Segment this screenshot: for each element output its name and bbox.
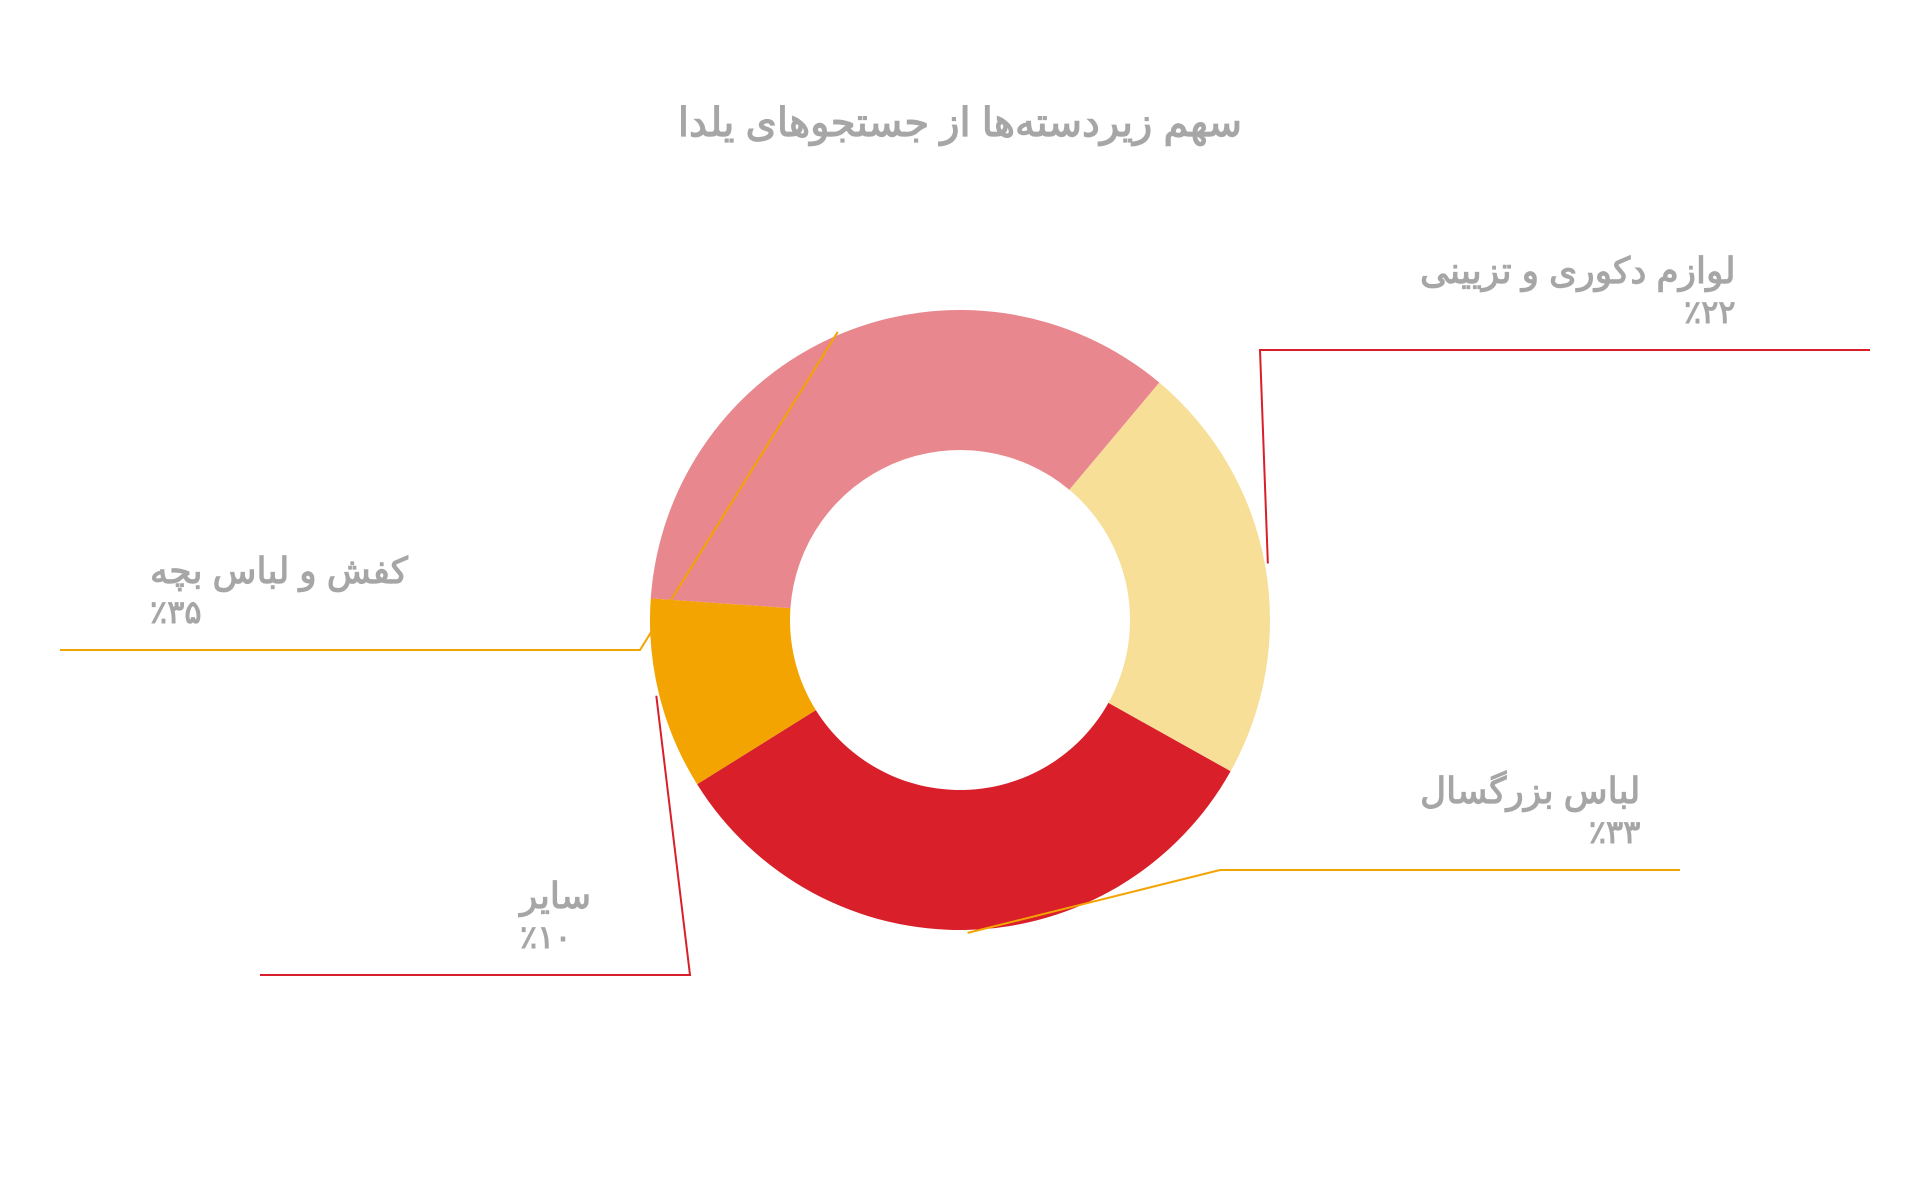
donut-slice-kids (651, 310, 1160, 608)
callout-value-decor: ٪۲۲ (1420, 293, 1736, 331)
callout-value-adult: ٪۳۳ (1420, 813, 1640, 851)
leader-line-decor (1260, 350, 1870, 563)
callout-decor: لوازم دکوری و تزیینی٪۲۲ (1420, 248, 1736, 331)
leader-line-other (260, 696, 690, 975)
donut-slice-adult (697, 703, 1231, 930)
callout-kids: کفش و لباس بچه٪۳۵ (150, 548, 408, 631)
callout-label-decor: لوازم دکوری و تزیینی (1420, 248, 1736, 293)
callout-value-other: ٪۱۰ (520, 918, 591, 956)
callout-value-kids: ٪۳۵ (150, 593, 408, 631)
callout-label-adult: لباس بزرگسال (1420, 768, 1640, 813)
callout-label-other: سایر (520, 873, 591, 918)
callout-other: سایر٪۱۰ (520, 873, 591, 956)
callout-label-kids: کفش و لباس بچه (150, 548, 408, 593)
callout-adult: لباس بزرگسال٪۳۳ (1420, 768, 1640, 851)
